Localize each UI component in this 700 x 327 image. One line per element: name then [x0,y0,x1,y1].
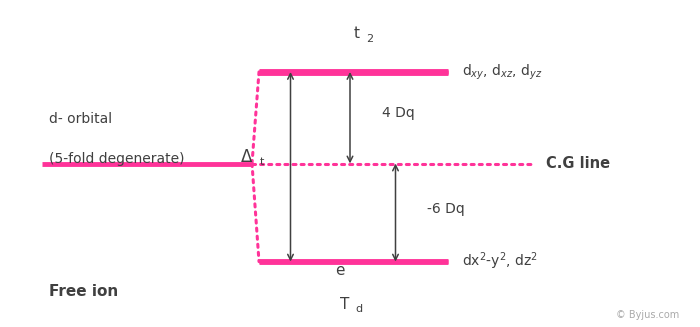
Text: (5-fold degenerate): (5-fold degenerate) [49,152,185,166]
Text: C.G line: C.G line [546,156,610,171]
Text: Free ion: Free ion [49,284,118,299]
Text: t: t [354,26,360,41]
Text: T: T [340,297,349,312]
Text: d- orbital: d- orbital [49,112,112,126]
Text: d$_{xy}$, d$_{xz}$, d$_{yz}$: d$_{xy}$, d$_{xz}$, d$_{yz}$ [462,62,542,82]
Text: dx$^2$-y$^2$, dz$^2$: dx$^2$-y$^2$, dz$^2$ [462,251,538,272]
Text: Δ: Δ [241,148,252,166]
Text: e: e [335,263,344,278]
Text: d: d [356,304,363,314]
Text: -6 Dq: -6 Dq [427,202,465,216]
Text: 4 Dq: 4 Dq [382,106,414,120]
Text: 2: 2 [366,34,373,44]
Text: t: t [260,157,265,167]
Text: © Byjus.com: © Byjus.com [616,310,679,320]
